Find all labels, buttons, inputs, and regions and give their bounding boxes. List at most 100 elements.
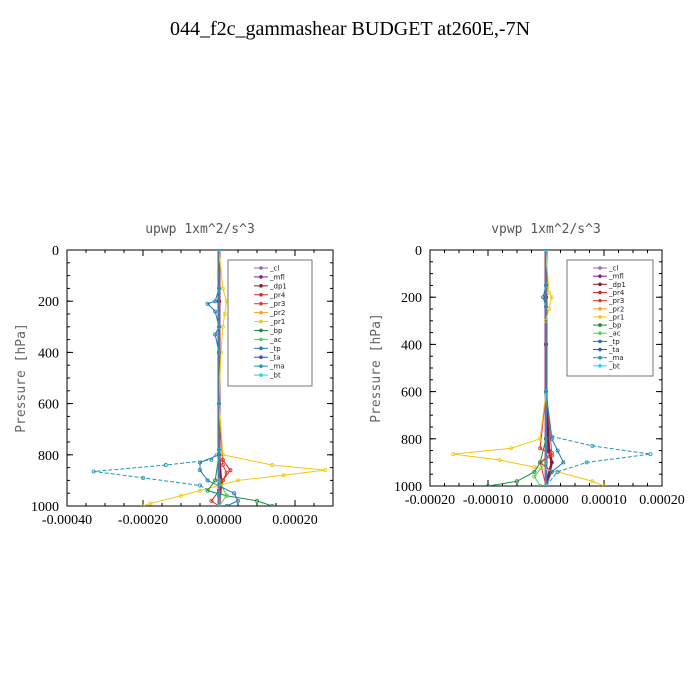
data-point-tp xyxy=(213,299,218,304)
legend-marker xyxy=(598,323,602,327)
series-line-pr1 xyxy=(453,250,605,486)
legend-label: _cl xyxy=(269,265,279,273)
data-point-bp xyxy=(532,469,537,474)
data-point-pr1 xyxy=(270,463,275,468)
y-tick-label: 0 xyxy=(415,244,422,259)
data-point-dp1 xyxy=(549,460,554,465)
legend-marker xyxy=(259,310,263,315)
legend-label: _bp xyxy=(269,327,283,335)
y-tick-label: 1000 xyxy=(394,480,422,495)
legend-label: _ac xyxy=(269,336,282,344)
data-point-bp xyxy=(515,479,520,484)
data-point-dp1 xyxy=(546,448,551,453)
x-tick-label: -0.00010 xyxy=(463,493,513,508)
figure-title: 044_f2c_gammashear BUDGET at260E,-7N xyxy=(169,18,531,40)
legend-label: _dp1 xyxy=(608,281,626,289)
data-point-pr1 xyxy=(323,468,328,473)
x-tick-label: 0.00000 xyxy=(196,513,242,528)
data-point-pr3 xyxy=(220,478,225,483)
legend-label: _mfl xyxy=(608,273,624,281)
data-point-pr1 xyxy=(178,493,183,498)
legend-marker xyxy=(259,275,263,279)
legend-marker xyxy=(259,266,263,270)
y-tick-label: 800 xyxy=(38,449,59,464)
data-point-ma xyxy=(648,452,653,457)
x-tick-label: -0.00040 xyxy=(42,513,92,528)
legend-marker xyxy=(598,364,602,368)
legend-marker xyxy=(598,306,602,311)
legend-marker xyxy=(259,355,263,360)
legend-marker xyxy=(259,337,263,342)
legend-label: _bp xyxy=(608,322,622,330)
data-point-pr1 xyxy=(590,479,595,484)
data-point-pr1 xyxy=(197,488,202,493)
y-tick-label: 200 xyxy=(38,295,59,310)
data-point-pr1 xyxy=(538,436,543,441)
legend-marker xyxy=(598,339,602,344)
data-point-pr1 xyxy=(546,290,551,295)
legend-label: _pr3 xyxy=(608,297,624,305)
data-point-pr1 xyxy=(148,501,153,506)
data-point-ma xyxy=(163,463,168,468)
legend: _cl_mfl_dp1_pr4_pr3_pr2_pr1_bp_ac_tp_ta_… xyxy=(227,259,313,387)
data-point-tp xyxy=(555,448,560,453)
chart-panel-2: vpwp 1xm^2/s^3 Pressure [hPa] 0 200 400 600 80… xyxy=(369,222,685,508)
data-point-ma xyxy=(584,460,589,465)
series-line-pr1 xyxy=(142,250,326,506)
y-tick-label: 0 xyxy=(52,244,59,259)
legend-marker xyxy=(598,355,602,360)
legend-marker xyxy=(259,328,263,333)
legend-label: _ta xyxy=(608,346,620,354)
data-point-ma xyxy=(549,434,554,439)
data-point-pr1 xyxy=(141,504,145,506)
data-point-ma xyxy=(140,475,145,480)
legend-marker xyxy=(259,292,263,297)
data-point-pr1 xyxy=(532,465,537,470)
legend-marker xyxy=(259,301,263,306)
data-point-pr1 xyxy=(281,473,286,478)
y-axis-label: Pressure [hPa] xyxy=(369,313,384,423)
data-point-tp xyxy=(549,436,554,441)
data-point-bp xyxy=(213,478,218,483)
data-point-pr4 xyxy=(209,498,214,503)
data-point-bp xyxy=(254,498,259,503)
data-point-pr1 xyxy=(220,324,225,329)
legend-label: _dp1 xyxy=(269,282,287,290)
legend-label: _pr3 xyxy=(269,300,285,308)
data-point-bt xyxy=(217,504,221,506)
x-tick-label: 0.00020 xyxy=(639,493,685,508)
legend-marker xyxy=(598,290,602,295)
data-point-tp xyxy=(213,332,218,337)
series-group xyxy=(451,250,653,486)
data-point-ac xyxy=(224,493,229,498)
legend-marker xyxy=(259,319,263,324)
legend-label: _pr2 xyxy=(608,305,624,313)
y-tick-label: 400 xyxy=(38,346,59,361)
data-point-tp xyxy=(549,469,554,474)
x-tick-label: -0.00020 xyxy=(118,513,168,528)
data-point-pr4 xyxy=(228,468,233,473)
data-point-bp xyxy=(486,484,490,486)
data-point-bp xyxy=(205,488,210,493)
data-point-pr1 xyxy=(220,286,225,291)
data-point-bt xyxy=(217,250,221,252)
data-point-pr1 xyxy=(235,478,240,483)
legend-label: _ta xyxy=(269,354,281,362)
x-tick-label: 0.00000 xyxy=(523,493,569,508)
data-point-pr1 xyxy=(549,295,554,300)
data-point-tp xyxy=(224,504,229,506)
series-line-bp xyxy=(487,250,547,486)
y-axis-label: Pressure [hPa] xyxy=(14,323,29,433)
data-point-bp xyxy=(270,504,275,506)
legend-marker xyxy=(598,298,602,303)
data-point-tp xyxy=(213,309,218,314)
legend-marker xyxy=(598,347,602,352)
legend-marker xyxy=(259,346,263,351)
legend-label: _bt xyxy=(608,362,620,370)
legend-marker xyxy=(259,373,263,377)
legend-marker xyxy=(259,364,263,368)
legend-label: _pr4 xyxy=(269,291,286,299)
data-point-ma xyxy=(197,483,202,488)
data-point-pr3 xyxy=(220,463,225,468)
